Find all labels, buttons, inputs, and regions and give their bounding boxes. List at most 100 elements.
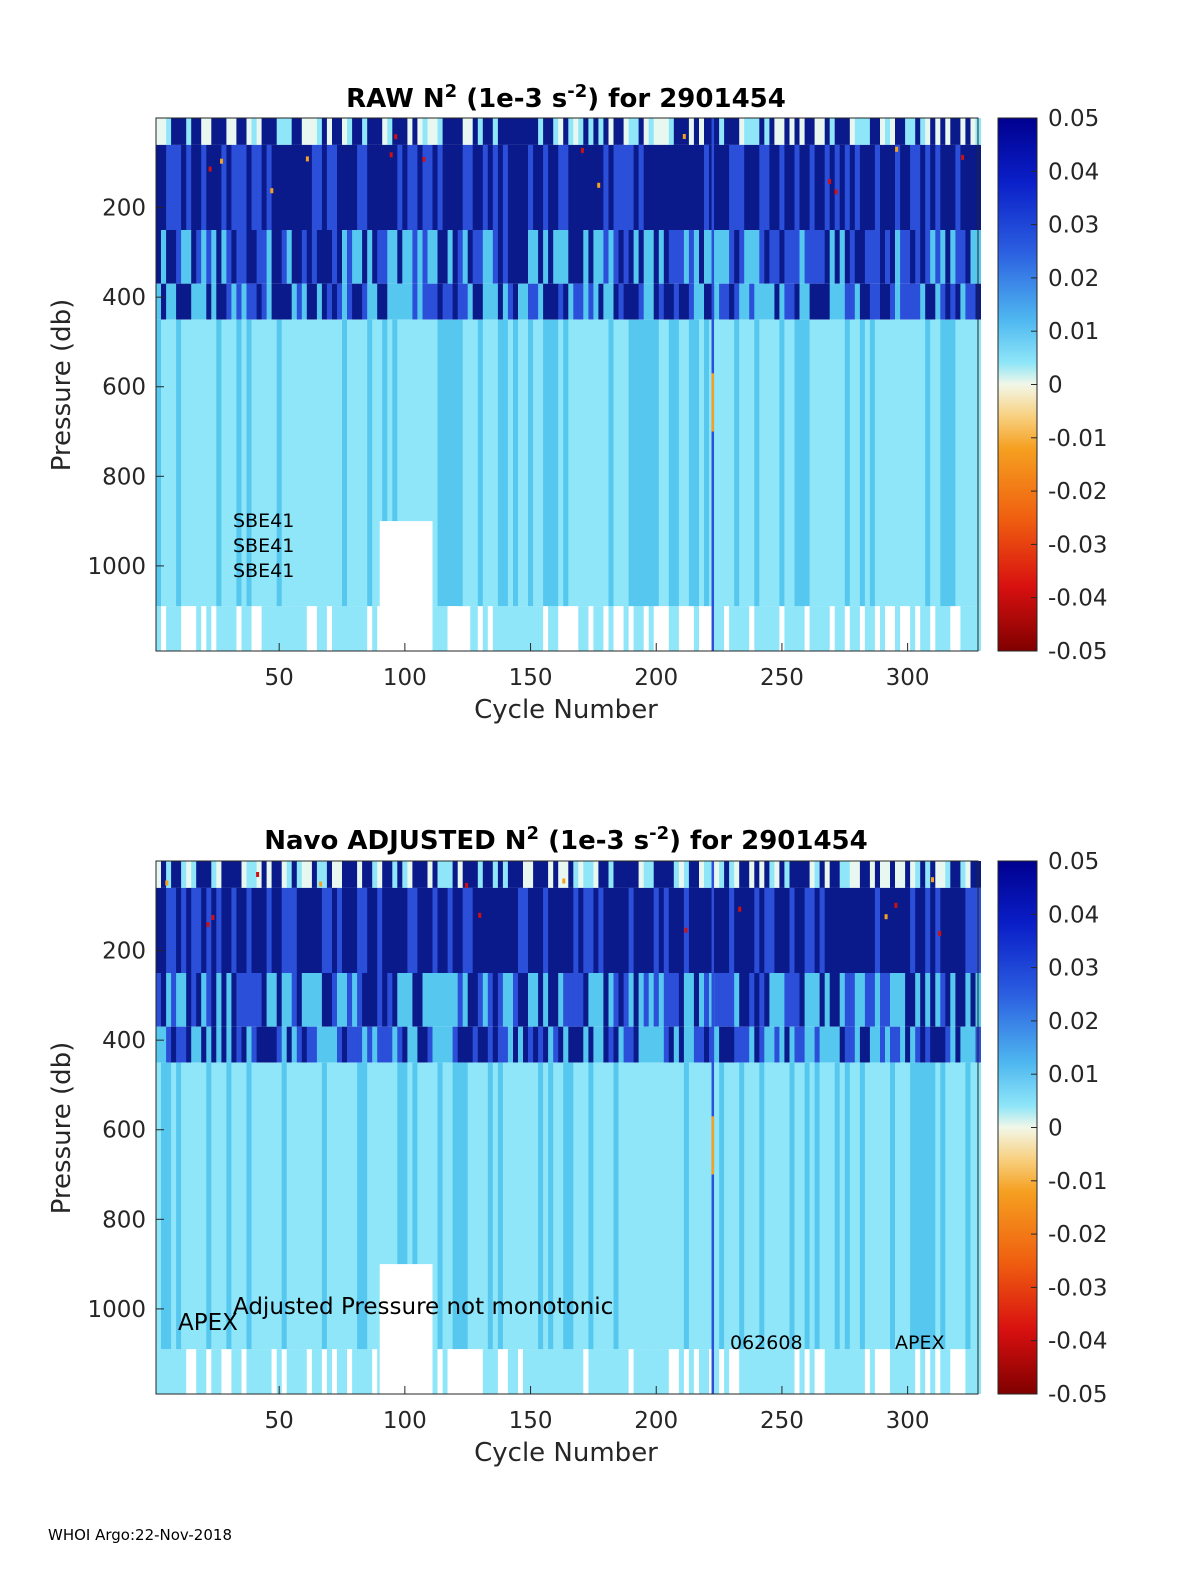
heatmap-cell [231,1349,237,1394]
heatmap-cell [940,861,946,888]
heatmap-cell [970,283,976,320]
y-tick-label: 800 [102,1207,146,1233]
heatmap-cell [291,1349,298,1394]
heatmap-cell [950,230,956,284]
heatmap-cell [804,283,811,320]
heatmap-cell [538,606,544,651]
heatmap-cell [900,1062,906,1350]
colorbar-tick-label: -0.02 [1048,479,1108,505]
heatmap-cell [457,973,464,1027]
heatmap-cell [337,118,343,145]
heatmap-cell [849,606,856,651]
heatmap-cell [905,1026,911,1063]
heatmap-cell [281,887,288,973]
heatmap-cell [558,144,564,230]
heatmap-cell [965,1026,971,1063]
heatmap-cell [301,1349,308,1394]
heatmap-cell [492,606,499,651]
heatmap-cell [880,319,886,607]
heatmap-cell [804,144,811,230]
speckle [684,927,688,933]
heatmap-cell [809,861,816,888]
heatmap-cell [372,230,378,284]
heatmap-cell [608,230,614,284]
heatmap-cell [633,1349,640,1394]
heatmap-cell [181,973,187,1027]
heatmap-cell [301,283,308,320]
heatmap-cell [829,319,836,607]
heatmap-cell [824,1026,831,1063]
heatmap-cell [849,861,856,888]
heatmap-cell [377,283,383,320]
heatmap-cell [271,144,278,230]
heatmap-cell [613,1349,619,1394]
heatmap-cell [176,1026,182,1063]
heatmap-cell [950,606,956,651]
heatmap-cell [809,283,816,320]
heatmap-cell [699,606,705,651]
heatmap-cell [618,118,624,145]
heatmap-cell [869,887,876,973]
x-tick-label: 300 [886,665,930,691]
heatmap-cell [372,144,378,230]
heatmap-cell [337,230,343,284]
heatmap-cell [206,319,212,607]
heatmap-cell [839,606,846,651]
heatmap-cell [794,144,800,230]
heatmap-cell [693,144,700,230]
heatmap-cell [477,887,484,973]
heatmap-cell [286,144,293,230]
heatmap-cell [482,1349,489,1394]
heatmap-cell [156,319,162,607]
heatmap-cell [513,1349,519,1394]
heatmap-cell [487,1349,494,1394]
heatmap-cell [965,118,971,145]
heatmap-cell [869,118,876,145]
heatmap-cell [211,1062,217,1350]
heatmap-cell [769,887,775,973]
heatmap-cell [528,118,534,145]
heatmap-cell [211,144,217,230]
heatmap-cell [166,861,172,888]
heatmap-cell [357,283,363,320]
heatmap-cell [482,973,489,1027]
heatmap-cell [407,887,413,973]
heatmap-cell [668,230,675,284]
heatmap-cell [819,861,826,888]
heatmap-cell [191,118,197,145]
heatmap-cell [754,283,760,320]
heatmap-cell [332,319,338,607]
heatmap-cell [513,973,519,1027]
heatmap-cell [362,887,368,973]
heatmap-cell [221,118,227,145]
heatmap-cell [513,606,519,651]
heatmap-cell [784,861,790,888]
heatmap-cell [729,1026,735,1063]
heatmap-cell [442,1062,449,1350]
heatmap-cell [920,230,926,284]
heatmap-cell [266,118,273,145]
heatmap-cell [824,887,831,973]
heatmap-cell [316,144,323,230]
heatmap-cell [673,319,680,607]
heatmap-cell [236,283,242,320]
heatmap-cell [583,1349,589,1394]
heatmap-cell [653,1026,660,1063]
heatmap-cell [683,1349,690,1394]
heatmap-cell [583,606,589,651]
heatmap-cell [658,887,665,973]
heatmap-cell [864,230,871,284]
heatmap-cell [839,973,846,1027]
heatmap-cell [201,606,207,651]
heatmap-cell [895,118,901,145]
heatmap-cell [678,1349,685,1394]
heatmap-cell [513,861,519,888]
heatmap-cell [648,118,655,145]
heatmap-cell [216,283,222,320]
heatmap-cell [910,319,916,607]
heatmap-cell [905,283,911,320]
heatmap-cell [482,230,489,284]
heatmap-cell [342,1062,348,1350]
heatmap-cell [935,1026,941,1063]
heatmap-cell [296,1349,303,1394]
